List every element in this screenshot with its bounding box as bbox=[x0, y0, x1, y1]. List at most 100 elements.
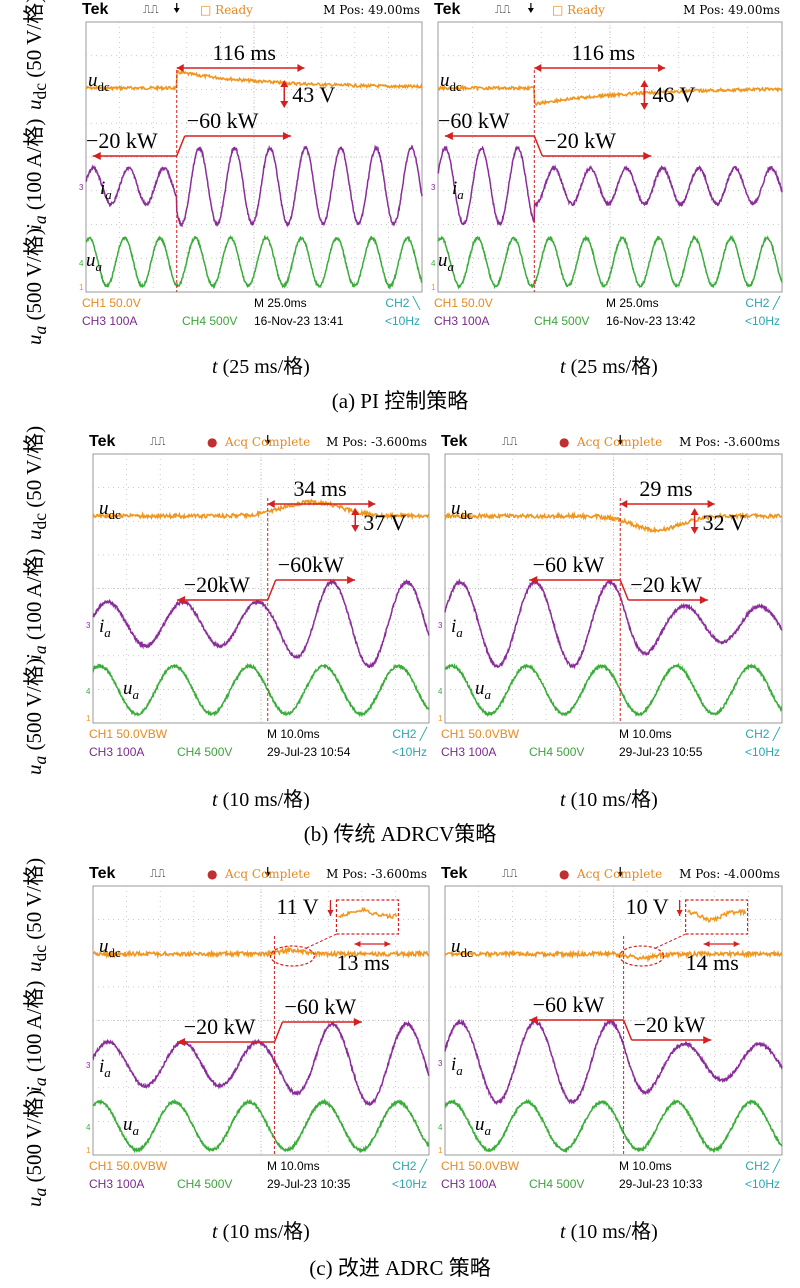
ch1-readout: CH1 50.0V bbox=[434, 296, 493, 310]
annotation-power-right: −60 kW bbox=[284, 994, 357, 1019]
scope-a-right: 3 4 1 Tek ⎍⎍ □ Ready M Pos: 49.00ms udc ia ua 116 … bbox=[430, 0, 786, 336]
ch1-readout: CH1 50.0VBW bbox=[441, 727, 520, 741]
ch3-readout: CH3 100A bbox=[434, 314, 490, 328]
acq-complete-icon: ● bbox=[207, 435, 218, 449]
annotation-time: 116 ms bbox=[212, 40, 276, 65]
ua-label: ua bbox=[86, 250, 102, 274]
power-step-line bbox=[619, 579, 629, 601]
ia-trace bbox=[92, 578, 430, 668]
ch1-readout: CH1 50.0VBW bbox=[441, 1159, 520, 1173]
ch3-marker: 3 bbox=[79, 183, 84, 192]
time-span-arrow-right bbox=[368, 500, 376, 508]
timebase-readout: M 10.0ms bbox=[619, 727, 672, 741]
acq-complete-icon: ● bbox=[559, 867, 570, 881]
ch4-readout: CH4 500V bbox=[529, 745, 585, 759]
xlabel-a-left: t (25 ms/格) bbox=[212, 356, 310, 378]
ylabel-group-b: udc (50 V/格) ia (100 A/格) ua (500 V/格) bbox=[0, 426, 70, 780]
ch3-marker: 3 bbox=[438, 1059, 443, 1068]
annotation-time: 116 ms bbox=[571, 40, 636, 65]
ylabel-udc-b: udc (50 V/格) bbox=[22, 425, 51, 540]
scope-svg: 3 4 1 bbox=[85, 864, 433, 1199]
ch1-marker: 1 bbox=[438, 714, 443, 723]
status-acq-complete: Acq Complete bbox=[225, 435, 311, 449]
scope-svg: 3 4 1 bbox=[78, 0, 426, 336]
ch4-marker: 4 bbox=[79, 259, 84, 268]
udc-label: udc bbox=[99, 498, 121, 522]
power-right-arrow bbox=[353, 1018, 362, 1026]
ch1-readout: CH1 50.0VBW bbox=[89, 727, 168, 741]
power-right-arrow bbox=[643, 152, 652, 160]
ch3-marker: 3 bbox=[431, 183, 436, 192]
annotation-power-right: −60 kW bbox=[186, 108, 259, 133]
volt-arrow-top bbox=[280, 80, 289, 87]
ch1-marker: 1 bbox=[431, 283, 436, 292]
xlabel-b-left: t (10 ms/格) bbox=[212, 789, 310, 811]
timebase-readout: M 10.0ms bbox=[619, 1159, 672, 1173]
time-span-arrow-left bbox=[176, 64, 184, 72]
ch4-readout: CH4 500V bbox=[182, 314, 238, 328]
dip-ellipse bbox=[269, 945, 316, 967]
ch1-readout: CH1 50.0VBW bbox=[89, 1159, 168, 1173]
annotation-time: 14 ms bbox=[685, 950, 739, 975]
date-readout: 16-Nov-23 13:41 bbox=[254, 314, 344, 328]
power-step-line bbox=[622, 1019, 633, 1041]
mpos-readout: M Pos: -3.600ms bbox=[326, 435, 427, 449]
zoom-volt-arrow bbox=[327, 910, 334, 916]
udc-trace bbox=[437, 84, 783, 107]
trigger-arrow bbox=[264, 440, 271, 445]
ia-trace bbox=[437, 145, 783, 227]
trigger-arrow bbox=[173, 8, 180, 13]
udc-trace bbox=[85, 70, 423, 92]
ua-trace bbox=[444, 662, 783, 718]
time-span-arrow-left bbox=[534, 64, 542, 72]
ch2-readout: CH2 ╱ bbox=[392, 727, 427, 741]
ch4-readout: CH4 500V bbox=[529, 1177, 585, 1191]
status-acq-complete: Acq Complete bbox=[577, 867, 663, 881]
udc-label: udc bbox=[451, 498, 473, 522]
trigger-arrow bbox=[527, 8, 534, 13]
udc-trace bbox=[444, 510, 783, 534]
tek-brand: Tek bbox=[441, 433, 468, 450]
zoom-trace bbox=[686, 908, 747, 923]
trigger-arrow bbox=[617, 872, 624, 877]
power-left-arrow bbox=[177, 596, 185, 604]
udc-trace bbox=[444, 949, 783, 963]
ch1-marker: 1 bbox=[86, 1146, 91, 1155]
ch1-marker: 1 bbox=[86, 714, 91, 723]
freq-readout: <10Hz bbox=[391, 1177, 427, 1191]
power-right-arrow bbox=[282, 132, 291, 140]
ia-label: ia bbox=[99, 1056, 111, 1080]
ia-label: ia bbox=[451, 616, 463, 640]
caption-b: (b) 传统 ADRCV策略 bbox=[303, 822, 497, 846]
power-left-arrow bbox=[529, 1016, 538, 1024]
ylabel-ua-c: ua (500 V/格) bbox=[22, 1090, 51, 1207]
freq-readout: <10Hz bbox=[744, 1177, 780, 1191]
timebase-readout: M 25.0ms bbox=[606, 296, 659, 310]
date-readout: 29-Jul-23 10:55 bbox=[619, 745, 703, 759]
mpos-readout: M Pos: -3.600ms bbox=[326, 867, 427, 881]
udc-trace bbox=[92, 945, 430, 960]
mpos-readout: M Pos: 49.00ms bbox=[683, 3, 780, 17]
tek-brand: Tek bbox=[89, 865, 116, 882]
power-right-arrow bbox=[703, 1036, 712, 1044]
zoom-volt-arrow bbox=[676, 910, 683, 916]
volt-arrow-bottom bbox=[640, 103, 649, 110]
xlabel-b-right: t (10 ms/格) bbox=[560, 789, 658, 811]
ua-trace bbox=[437, 234, 783, 290]
power-right-arrow bbox=[699, 596, 708, 604]
ia-trace bbox=[85, 144, 423, 228]
zoom-time-arrow-left bbox=[354, 941, 361, 947]
ch1-marker: 1 bbox=[438, 1146, 443, 1155]
udc-label: udc bbox=[99, 936, 121, 960]
ch4-readout: CH4 500V bbox=[177, 745, 233, 759]
time-span-arrow-left bbox=[620, 500, 628, 508]
acq-complete-icon: ● bbox=[559, 435, 570, 449]
date-readout: 29-Jul-23 10:35 bbox=[267, 1177, 351, 1191]
ua-trace bbox=[92, 662, 430, 718]
ua-trace bbox=[444, 1098, 783, 1154]
xlabel-a-left-text: (25 ms/格) bbox=[222, 356, 310, 378]
freq-readout: <10Hz bbox=[744, 314, 780, 328]
volt-arrow-top bbox=[351, 508, 360, 515]
ua-trace bbox=[85, 234, 423, 290]
volt-arrow-top bbox=[640, 80, 649, 87]
